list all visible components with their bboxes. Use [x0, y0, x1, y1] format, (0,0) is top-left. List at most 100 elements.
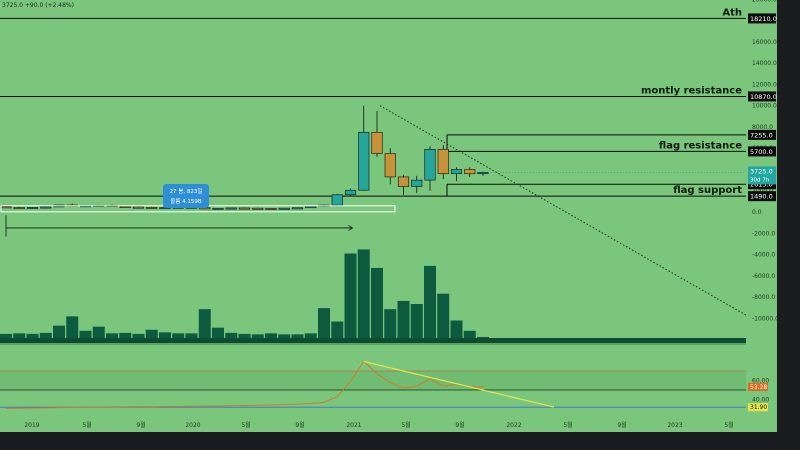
y-tick-label: -10000.0	[752, 315, 779, 322]
x-tick-label: 5월	[82, 421, 91, 429]
level-tag	[748, 13, 776, 24]
volume-bar	[198, 309, 211, 338]
level-tag-label: 2615.0	[750, 181, 773, 189]
level-label: Ath	[722, 7, 742, 18]
level-label: flag support	[673, 185, 742, 196]
candle	[305, 205, 317, 209]
x-tick-label: 5월	[241, 421, 250, 429]
range-callout-line2: 볼륨 4.159B	[170, 198, 202, 205]
right-scrollbar	[777, 0, 800, 450]
volume-bar	[278, 334, 291, 338]
pane-separator	[0, 343, 746, 345]
x-tick-label: 5월	[563, 421, 572, 429]
descending-trendline	[379, 105, 747, 316]
y-tick-label: -2000.0	[752, 230, 775, 237]
volume-bar	[26, 333, 39, 338]
rsi-tick-label: 40.00	[752, 397, 769, 404]
candle	[40, 206, 52, 209]
level-tag	[748, 91, 776, 102]
candle	[291, 207, 304, 210]
volume-bar	[437, 293, 450, 338]
volume-bar	[66, 316, 79, 338]
volume-bar	[145, 329, 158, 338]
candle	[384, 153, 396, 178]
range-callout-line1: 27 봉, 823일	[170, 187, 203, 195]
candle	[424, 148, 436, 181]
candle	[212, 207, 224, 210]
level-tag-label: 5700.0	[750, 148, 773, 156]
candle	[26, 207, 39, 209]
x-tick-label: 2022	[506, 422, 521, 429]
rsi-value-tag	[748, 403, 768, 412]
volume-bar	[450, 320, 463, 338]
y-tick-label: -4000.0	[752, 252, 775, 259]
x-tick-label: 9월	[617, 421, 626, 429]
level-tag-label: 10870.0	[750, 93, 777, 101]
candle	[411, 179, 423, 187]
time-axis: 2019 5월 9월 2020 5월 9월 2021 5월 9월 2022 5월 9월 2023 5월	[0, 418, 777, 450]
candle	[358, 131, 370, 191]
x-tick-label: 9월	[136, 421, 145, 429]
candles: 3725.0 30d 7h	[0, 105, 776, 210]
volume-bar	[463, 330, 476, 338]
rsi-band	[0, 371, 746, 390]
x-tick-label: 2021	[346, 422, 361, 429]
volume-bar	[371, 267, 383, 338]
volume-bar	[132, 333, 145, 338]
level-tag	[748, 129, 776, 140]
volume-bar	[331, 321, 344, 338]
y-tick-label: 8000.0	[752, 124, 773, 131]
y-tick-label: -6000.0	[752, 273, 775, 280]
volume-bar	[39, 332, 52, 338]
candle	[119, 206, 131, 208]
volume-bar	[424, 265, 436, 338]
trendline	[379, 105, 747, 316]
last-price-countdown: 30d 7h	[750, 177, 770, 183]
last-price-value: 3725.0	[750, 167, 773, 175]
volume-bar	[225, 332, 238, 338]
volume-bar	[410, 304, 423, 338]
x-tick-label: 5월	[401, 421, 410, 429]
candle	[13, 207, 25, 210]
level-label: flag resistance	[659, 140, 742, 151]
candle	[331, 194, 343, 206]
candle	[477, 172, 489, 175]
candle	[132, 206, 145, 209]
rsi-tick-label: 60.00	[752, 378, 769, 385]
x-tick-label: 2019	[24, 422, 39, 429]
volume-bar	[344, 253, 357, 338]
rsi-line	[5, 360, 484, 410]
x-tick-label: 5월	[724, 421, 733, 429]
y-tick-label: 0.0	[752, 209, 762, 216]
bottom-bar	[0, 432, 777, 450]
level-tag	[748, 146, 776, 157]
rsi-value-tag-label: 53.28	[750, 384, 767, 391]
volume-bar	[304, 333, 317, 338]
volume-bar	[79, 330, 92, 338]
y-tick-label: -8000.0	[752, 294, 775, 301]
x-tick-label: 2023	[667, 422, 682, 429]
candle	[450, 169, 463, 175]
candle	[146, 207, 158, 209]
y-tick-label: 16000.0	[752, 39, 777, 46]
candle	[0, 206, 12, 209]
volume-bar	[159, 332, 171, 338]
rsi-value-tag	[748, 382, 768, 391]
volume-bar	[251, 334, 264, 338]
volume-bar	[318, 308, 330, 338]
rsi-trendline	[363, 360, 555, 408]
candle	[225, 207, 237, 210]
candle	[278, 207, 290, 210]
level-tag-label: 18210.0	[750, 15, 777, 23]
volume-bar	[397, 300, 410, 338]
volume-bar	[0, 333, 12, 338]
y-tick-label: 20000.0	[752, 0, 777, 3]
candle	[265, 208, 277, 210]
last-price-badge	[748, 166, 776, 185]
level-tag-label: 7255.0	[750, 131, 773, 139]
volume-bar	[13, 333, 26, 338]
volume-bar	[212, 327, 224, 338]
volume-bar	[238, 333, 251, 338]
